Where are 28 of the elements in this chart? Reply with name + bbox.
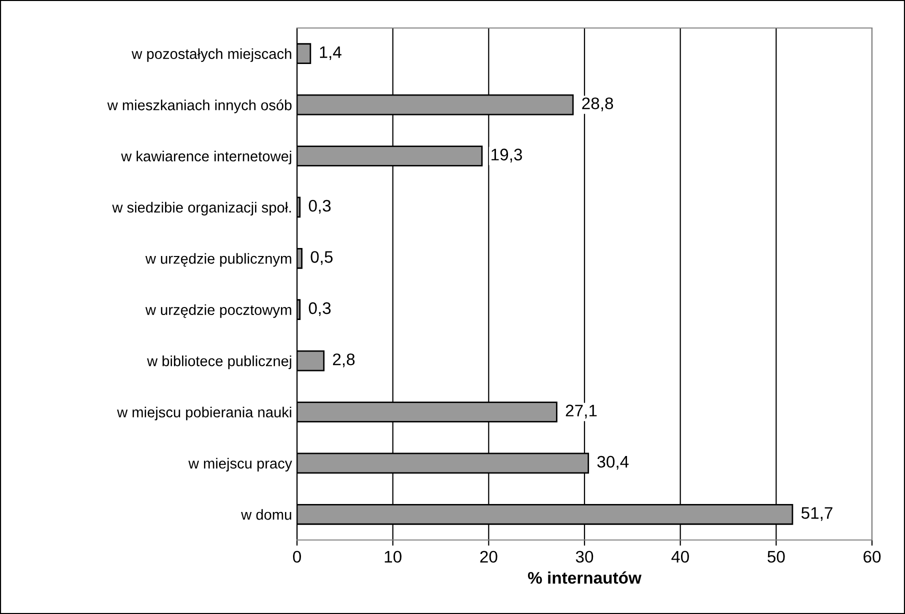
x-tick-label: 50 [768,550,785,563]
data-label: 2,8 [333,353,355,368]
y-tick-label: w bibliotece publicznej [147,356,292,370]
y-tick-label: w urzędzie pocztowym [145,304,292,318]
y-tick-label: w mieszkaniach innych osób [107,99,292,114]
data-label: 0,3 [308,302,331,316]
y-tick-label: w siedzibie organizacji społ. [112,202,291,216]
x-axis-title: % internautów [528,571,642,584]
x-tick-label: 30 [576,550,594,563]
data-label: 51,7 [801,507,832,521]
data-label: 0,3 [308,200,331,214]
y-tick-label: w miejscu pracy [188,458,292,472]
y-tick-label: w pozostałych miejscach [132,48,292,62]
y-tick-label: w miejscu pobierania nauki [117,406,292,420]
data-label: 0,5 [310,251,333,265]
x-tick-label: 0 [293,550,301,563]
data-label: 19,3 [492,148,522,162]
x-tick-label: 20 [480,550,498,563]
y-tick-label: w domu [241,509,292,520]
data-label: 28,8 [582,97,614,112]
y-tick-label: w urzędzie publicznym [145,253,292,267]
data-label: 30,4 [597,456,629,470]
data-label: 27,1 [566,404,597,418]
x-tick-label: 40 [671,550,689,563]
y-tick-label: w kawiarence internetowej [121,150,292,164]
x-tick-label: 60 [864,550,881,563]
x-tick-label: 10 [384,550,402,563]
data-label: 1,4 [320,46,342,60]
